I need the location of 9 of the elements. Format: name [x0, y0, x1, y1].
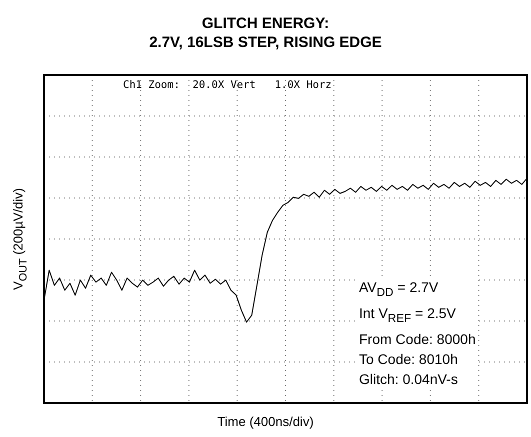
annotation: AV$_{DD}$ = 2.7V [359, 278, 440, 301]
annotation: Glitch: 0.04nV-s [359, 370, 459, 389]
annotation: To Code: 8010h [359, 350, 459, 369]
chart-title: GLITCH ENERGY: [200, 14, 330, 33]
text: Ch1 Zoom: 20.0X Vert 1.0X Horz [123, 79, 332, 91]
chart-subtitle: 2.7V, 16LSB STEP, RISING EDGE [148, 33, 383, 52]
x-axis-title: Time (400ns/div) [216, 414, 315, 429]
annotation: Int V$_{REF}$ = 2.5V [359, 304, 457, 327]
annotation: From Code: 8000h [359, 330, 476, 349]
